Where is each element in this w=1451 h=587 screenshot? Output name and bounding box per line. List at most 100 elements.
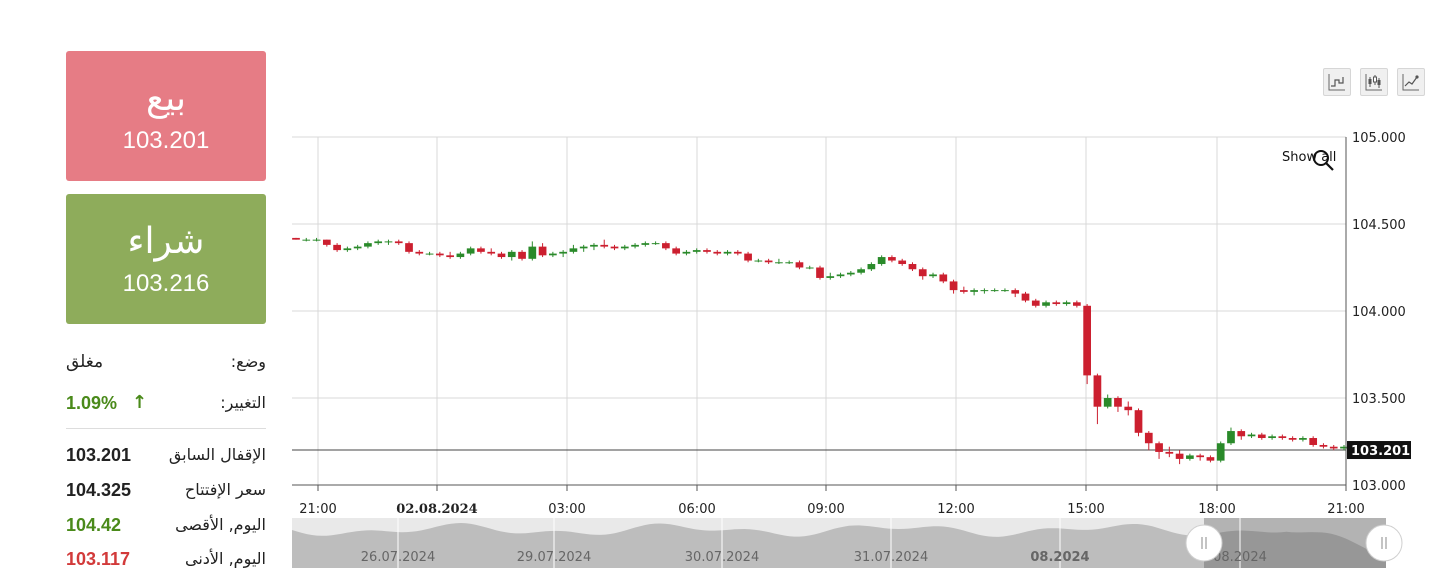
y-tick-label: 103.500	[1352, 392, 1406, 407]
candle-body	[1124, 406, 1133, 411]
candle-body	[898, 260, 907, 265]
arrow-up-icon: ↑	[132, 392, 148, 413]
candle-body	[939, 274, 948, 282]
candle-body	[949, 281, 958, 291]
candle-body	[1093, 375, 1102, 407]
candle-body	[795, 262, 804, 268]
high-value: 104.42	[66, 515, 122, 535]
candle-body	[1155, 443, 1163, 452]
prev-close-value: 103.201	[66, 445, 132, 465]
candle-body	[1103, 398, 1112, 407]
candle-body	[333, 244, 341, 251]
divider	[66, 428, 266, 429]
navigator-series	[292, 523, 1386, 568]
navigator-label: 26.07.2024	[361, 550, 435, 565]
candle-body	[785, 262, 794, 264]
y-tick-label: 105.000	[1352, 131, 1406, 146]
low-row: اليوم, الأدنى 103.117	[66, 549, 266, 575]
candle-body	[1175, 453, 1184, 459]
candle-body	[1144, 432, 1153, 444]
sell-button[interactable]: بيع 103.201	[66, 51, 266, 181]
candle-body	[538, 246, 547, 256]
candle-body	[590, 244, 598, 247]
candle-body	[559, 251, 567, 254]
candle-body	[456, 253, 465, 258]
candle-body	[672, 248, 681, 254]
magnifier-icon[interactable]	[1310, 147, 1336, 173]
y-tick-label: 103.000	[1352, 479, 1406, 494]
candle-body	[929, 274, 937, 277]
candle-body	[1340, 446, 1348, 449]
buy-button[interactable]: شراء 103.216	[66, 194, 266, 324]
candle-body	[487, 251, 496, 254]
candlestick-chart-button[interactable]	[1360, 68, 1388, 96]
candle-body	[1257, 434, 1266, 439]
candle-body	[1134, 410, 1143, 433]
navigator-label: 08.2024	[1213, 550, 1267, 565]
candle-body	[867, 264, 876, 270]
status-label: وضع:	[230, 352, 266, 371]
navigator-handle-left[interactable]	[1185, 524, 1223, 562]
drag-handle-icon	[1185, 524, 1223, 562]
line-chart-icon	[1402, 74, 1419, 91]
current-price-label: 103.201	[1351, 444, 1410, 459]
candle-body	[1186, 455, 1194, 459]
low-value: 103.117	[66, 549, 131, 569]
prev-close-row: الإقفال السابق 103.201	[66, 445, 266, 471]
candle-body	[384, 241, 393, 243]
sell-price: 103.201	[122, 127, 210, 154]
candle-body	[1011, 290, 1020, 294]
candle-body	[364, 243, 372, 247]
candle-body	[990, 290, 999, 292]
candle-body	[682, 251, 691, 254]
candle-body	[1319, 444, 1328, 447]
y-tick-label: 104.500	[1352, 218, 1406, 233]
navigator-handle-right[interactable]	[1365, 524, 1403, 562]
candle-body	[1299, 438, 1307, 440]
x-tick-label: 15:00	[1067, 502, 1104, 517]
show-all-button[interactable]: Show all	[1282, 150, 1337, 165]
candle-body	[415, 251, 424, 254]
candle-body	[733, 251, 742, 254]
navigator-label: 31.07.2024	[854, 550, 928, 565]
candle-body	[477, 248, 485, 252]
open-label: سعر الإفتتاح	[184, 480, 266, 499]
x-tick-label: 02.08.2024	[396, 502, 477, 517]
candle-body	[610, 246, 619, 249]
candle-body	[754, 260, 763, 262]
navigator-label: 30.07.2024	[685, 550, 759, 565]
candle-body	[549, 253, 557, 256]
status-value: مغلق	[66, 352, 104, 372]
x-tick-label: 21:00	[299, 502, 336, 517]
candle-body	[1237, 431, 1246, 437]
line-chart-button[interactable]	[1397, 68, 1425, 96]
candle-body	[805, 267, 814, 269]
open-value: 104.325	[66, 480, 132, 500]
candle-body	[1227, 431, 1235, 444]
candle-body	[405, 243, 413, 252]
change-value: 1.09%	[66, 393, 118, 413]
candle-body	[353, 246, 362, 249]
candle-body	[1329, 446, 1338, 449]
candle-body	[497, 253, 506, 258]
candle-body	[1216, 443, 1225, 461]
candle-body	[528, 246, 537, 259]
x-tick-label: 18:00	[1198, 502, 1235, 517]
candle-body	[1278, 436, 1287, 439]
candle-body	[1247, 434, 1256, 437]
high-label: اليوم, الأقصى	[175, 515, 266, 534]
x-tick-label: 09:00	[807, 502, 844, 517]
candle-body	[826, 276, 835, 278]
buy-title: شراء	[127, 221, 205, 262]
candle-body	[1031, 300, 1040, 306]
candle-body	[600, 244, 609, 247]
candle-body	[857, 269, 865, 273]
candle-body	[343, 248, 352, 251]
candle-body	[908, 264, 917, 270]
step-line-chart-button[interactable]	[1323, 68, 1351, 96]
candle-body	[569, 248, 578, 252]
candle-body	[322, 239, 331, 245]
navigator-selection	[1204, 518, 1386, 568]
candle-body	[918, 269, 927, 277]
